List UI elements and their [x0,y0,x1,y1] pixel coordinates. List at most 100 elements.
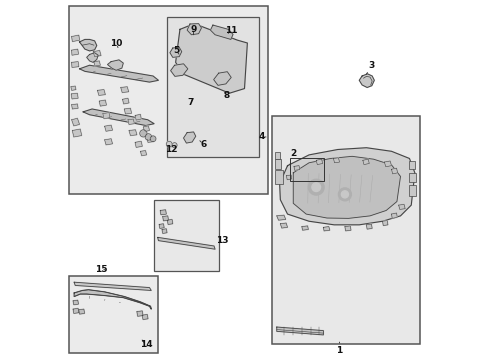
Text: 5: 5 [173,46,179,55]
Polygon shape [94,61,100,66]
Polygon shape [398,204,405,210]
Text: 12: 12 [164,145,177,154]
Circle shape [145,134,151,140]
Polygon shape [74,282,151,291]
Bar [274,159,281,169]
Polygon shape [391,213,396,219]
Polygon shape [121,87,128,93]
Polygon shape [104,139,112,145]
Polygon shape [83,109,154,126]
Polygon shape [293,156,400,219]
Bar [408,161,414,169]
Polygon shape [344,226,350,231]
Text: 3: 3 [366,61,374,74]
Text: 1: 1 [336,342,342,355]
Polygon shape [86,53,98,62]
Polygon shape [73,309,79,314]
Polygon shape [122,98,129,104]
Polygon shape [279,148,414,225]
Polygon shape [391,168,397,174]
Polygon shape [362,159,368,165]
Text: 14: 14 [139,340,152,350]
Polygon shape [276,215,285,220]
Text: 10: 10 [110,39,122,48]
Polygon shape [107,60,123,70]
Bar [154,201,219,271]
Polygon shape [142,315,148,319]
Polygon shape [80,40,97,51]
Circle shape [311,183,320,192]
Bar [167,17,258,157]
Polygon shape [276,327,323,335]
Bar [69,276,158,353]
Bar [408,173,415,182]
Circle shape [140,130,147,137]
Polygon shape [72,35,80,41]
Polygon shape [187,24,201,35]
Polygon shape [183,132,195,143]
Polygon shape [170,64,187,76]
Polygon shape [93,50,101,57]
Circle shape [172,143,177,148]
Polygon shape [160,210,166,215]
Polygon shape [128,119,134,125]
Circle shape [341,191,348,198]
Polygon shape [382,221,387,226]
Polygon shape [323,226,329,231]
Polygon shape [129,130,137,135]
Polygon shape [102,113,110,119]
Circle shape [166,141,172,147]
Polygon shape [72,129,81,137]
Text: 8: 8 [223,91,229,100]
Polygon shape [79,309,84,314]
Circle shape [146,135,150,139]
Bar [289,158,324,181]
Polygon shape [140,150,146,156]
Polygon shape [158,237,215,249]
Polygon shape [135,114,141,120]
Polygon shape [97,90,105,95]
Bar [69,6,267,194]
Polygon shape [333,158,339,163]
Circle shape [141,131,145,135]
Polygon shape [137,311,142,316]
Polygon shape [359,74,373,87]
Text: 4: 4 [258,132,265,141]
Polygon shape [147,137,153,142]
Polygon shape [384,161,391,167]
Polygon shape [286,175,291,180]
Polygon shape [80,65,158,82]
Polygon shape [175,24,247,93]
Polygon shape [124,108,131,114]
Polygon shape [143,126,149,132]
Bar [408,185,415,196]
Polygon shape [167,220,172,225]
Polygon shape [104,125,112,131]
Text: 13: 13 [216,237,228,246]
Bar [271,116,419,344]
Polygon shape [72,118,80,126]
Polygon shape [73,300,78,305]
Polygon shape [169,47,182,57]
Circle shape [151,137,154,140]
Polygon shape [162,229,167,233]
Polygon shape [301,226,308,230]
Polygon shape [316,159,322,165]
Polygon shape [71,93,78,99]
Polygon shape [280,223,287,228]
Polygon shape [71,86,76,90]
Circle shape [150,136,156,141]
Polygon shape [210,25,233,40]
Polygon shape [72,49,78,55]
Text: 11: 11 [224,26,237,35]
Polygon shape [99,100,106,106]
Polygon shape [366,224,371,229]
Text: 2: 2 [289,149,295,165]
Circle shape [338,188,351,201]
Polygon shape [72,62,79,67]
Text: 9: 9 [190,25,196,35]
Bar [274,170,282,184]
Polygon shape [213,72,231,85]
Polygon shape [293,166,299,170]
Polygon shape [135,141,142,147]
